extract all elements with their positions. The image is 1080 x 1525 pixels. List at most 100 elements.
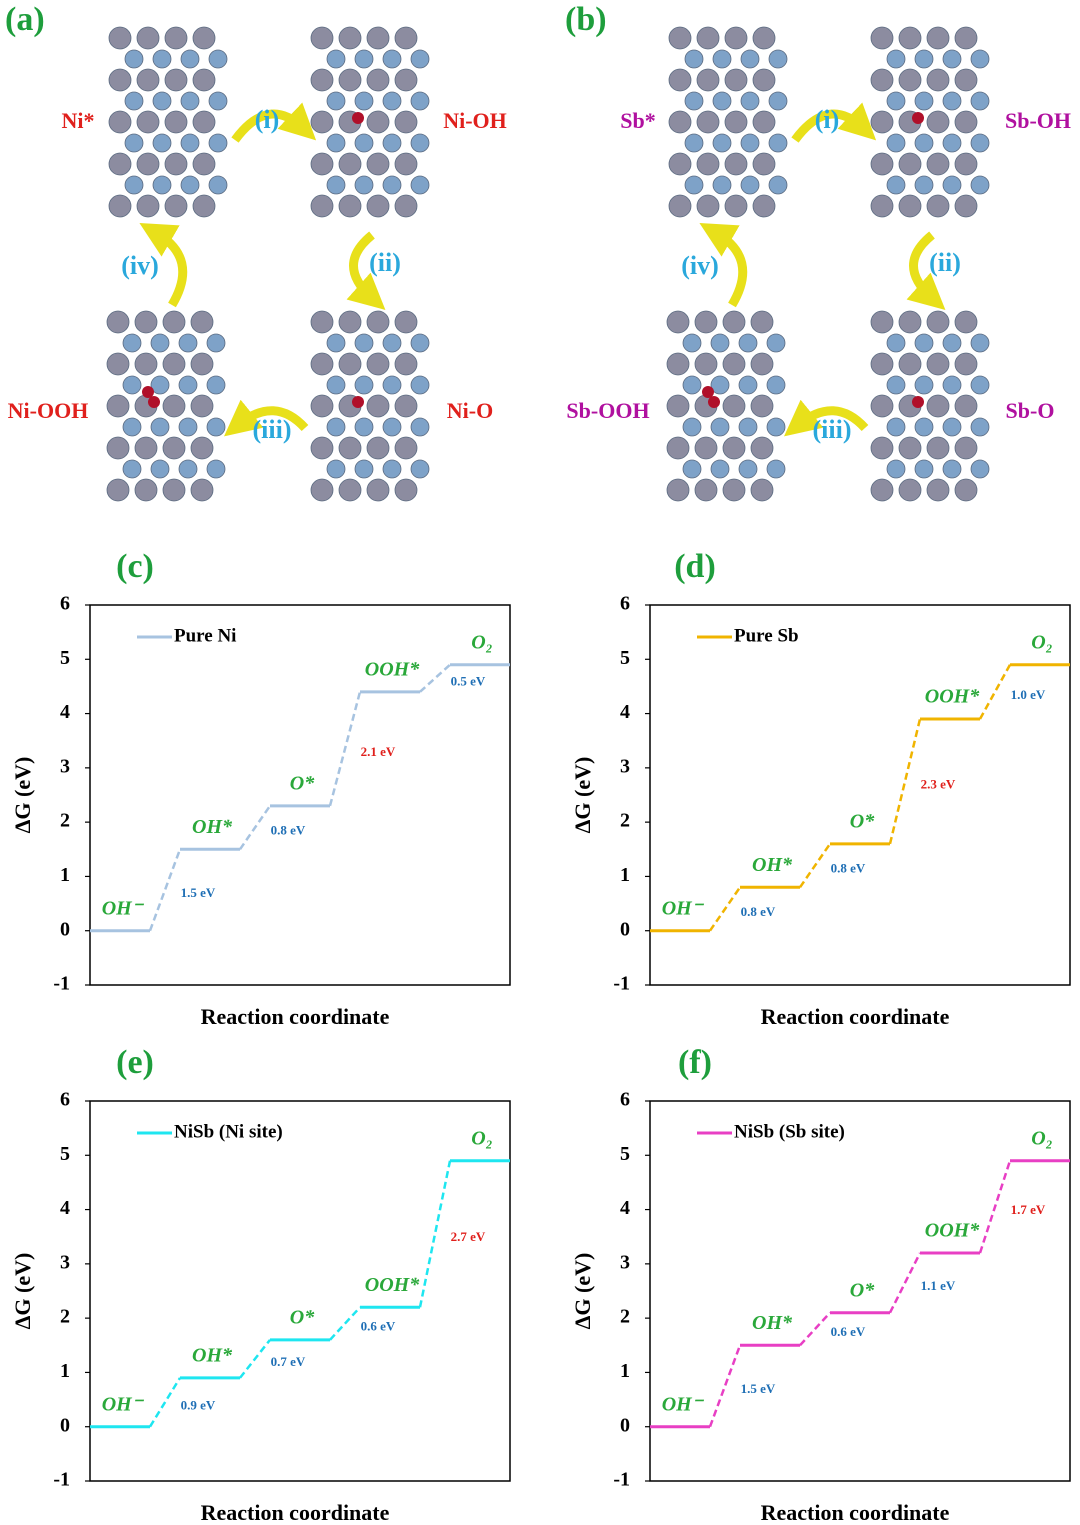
transition: [888, 1252, 922, 1314]
atom: [354, 375, 374, 395]
atom: [886, 133, 906, 153]
atom: [192, 68, 216, 92]
atom: [136, 110, 160, 134]
state-label: OOH*: [365, 1274, 420, 1296]
atom: [740, 175, 760, 195]
atom: [366, 478, 390, 502]
atom: [710, 459, 730, 479]
state-label: OH*: [192, 1344, 233, 1366]
atom: [696, 152, 720, 176]
atom: [180, 175, 200, 195]
atom: [136, 194, 160, 218]
step-label: (i): [815, 105, 840, 134]
atom: [926, 478, 950, 502]
step-energy: 1.5 eV: [181, 885, 216, 900]
panel-label: (d): [674, 548, 716, 585]
atom: [970, 175, 990, 195]
atom: [752, 152, 776, 176]
atom: [752, 110, 776, 134]
atom: [164, 110, 188, 134]
transition: [708, 886, 742, 932]
slab: [310, 310, 430, 502]
atom: [354, 49, 374, 69]
atom: [684, 49, 704, 69]
y-tick-label: 5: [60, 647, 70, 669]
state-label: Ni*: [62, 108, 95, 133]
atom: [740, 49, 760, 69]
atom: [206, 417, 226, 437]
oxygen-atom: [702, 386, 714, 398]
atom: [354, 175, 374, 195]
oxygen-atom: [352, 112, 364, 124]
legend-label: Pure Sb: [734, 625, 799, 646]
slab: [108, 26, 228, 218]
atom: [338, 310, 362, 334]
atom: [190, 352, 214, 376]
atom: [954, 26, 978, 50]
atom: [178, 333, 198, 353]
atom: [666, 310, 690, 334]
step-energy: 0.8 eV: [741, 904, 776, 919]
atom: [768, 49, 788, 69]
atom: [164, 26, 188, 50]
state-label: OH⁻: [662, 1393, 705, 1415]
step-energy: 2.3 eV: [921, 776, 956, 791]
atom: [898, 152, 922, 176]
atom: [722, 478, 746, 502]
atom: [366, 68, 390, 92]
state-label: O₂: [1031, 1127, 1052, 1149]
cycle-arrow: [231, 102, 317, 143]
atom: [134, 478, 158, 502]
atom: [740, 133, 760, 153]
atom: [354, 417, 374, 437]
atom: [682, 417, 702, 437]
plot-frame: [649, 604, 1071, 986]
atom: [190, 478, 214, 502]
atom: [326, 49, 346, 69]
step-label: (i): [255, 105, 280, 134]
atom: [954, 310, 978, 334]
atom: [750, 436, 774, 460]
atom: [870, 110, 894, 134]
transition: [978, 1160, 1012, 1254]
atom: [722, 310, 746, 334]
atom: [410, 91, 430, 111]
atom: [108, 68, 132, 92]
atom: [310, 194, 334, 218]
transition: [328, 691, 362, 807]
atom: [162, 394, 186, 418]
atom: [124, 49, 144, 69]
atom: [180, 91, 200, 111]
atom: [410, 375, 430, 395]
atom: [666, 394, 690, 418]
oxygen-atom: [142, 386, 154, 398]
atom: [738, 333, 758, 353]
oxygen-atom: [148, 396, 160, 408]
step-label: (iv): [121, 251, 159, 280]
atom: [926, 26, 950, 50]
atom: [134, 352, 158, 376]
atom: [970, 333, 990, 353]
state-label: O*: [850, 1279, 875, 1301]
state-label: Sb-O: [1006, 398, 1055, 423]
atom: [712, 91, 732, 111]
atom: [710, 417, 730, 437]
y-tick-label: 5: [620, 647, 630, 669]
atom: [162, 352, 186, 376]
atom: [208, 49, 228, 69]
y-tick-label: 6: [620, 593, 630, 615]
step-energy: 1.5 eV: [741, 1381, 776, 1396]
panel-label: (a): [5, 1, 45, 38]
atom: [898, 68, 922, 92]
atom: [326, 417, 346, 437]
atom: [710, 333, 730, 353]
y-axis-label: ΔG (eV): [570, 757, 595, 834]
atom: [724, 152, 748, 176]
atom: [394, 194, 418, 218]
atom: [870, 194, 894, 218]
x-axis-label: Reaction coordinate: [761, 1004, 950, 1029]
atom: [338, 436, 362, 460]
atom: [134, 436, 158, 460]
slab: [106, 310, 226, 502]
atom: [366, 110, 390, 134]
